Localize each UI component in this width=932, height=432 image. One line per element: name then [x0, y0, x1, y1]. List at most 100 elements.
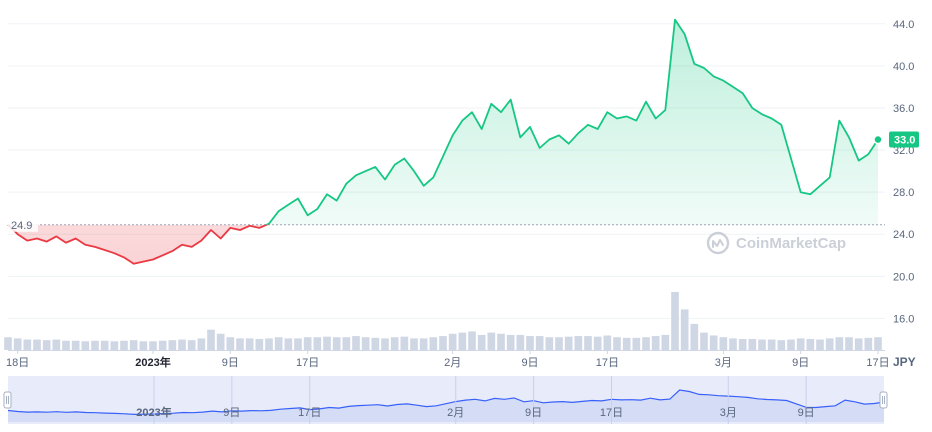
watermark: CoinMarketCap	[706, 231, 846, 255]
price-line-above-baseline	[8, 18, 879, 225]
volume-bar	[323, 336, 331, 350]
y-tick-label: 32.0	[893, 145, 914, 157]
volume-bar	[574, 336, 583, 350]
volume-bar	[864, 337, 873, 350]
volume-bar	[642, 337, 650, 350]
baseline-label: 24.9	[8, 216, 38, 232]
volume-bar	[777, 340, 786, 350]
navigator-tick-label: 9日	[798, 407, 815, 419]
volume-bar	[545, 337, 554, 350]
price-line	[7, 18, 879, 265]
volume-bar	[158, 340, 167, 350]
volume-bar	[313, 337, 322, 350]
volume-bar	[371, 337, 380, 350]
x-tick-label: 2023年	[135, 355, 170, 369]
volume-bar	[168, 340, 177, 350]
volume-bar	[236, 338, 244, 350]
volume-bar	[671, 292, 679, 350]
volume-bar	[468, 331, 476, 350]
volume-bar	[303, 337, 312, 350]
volume-bar	[690, 323, 699, 350]
volume-bar	[555, 337, 563, 350]
x-axis: 18日 2023年 9日 17日 2月 9日 17日 3月 9日 17日	[6, 350, 890, 369]
volume-bar	[197, 338, 206, 350]
volume-bar	[787, 339, 795, 350]
volume-bar	[274, 337, 283, 350]
y-axis: 16.0 20.0 24.0 28.0 32.0 36.0 40.0 44.0	[893, 19, 914, 326]
volume-bar	[265, 338, 273, 350]
navigator-handle-left[interactable]	[3, 391, 12, 409]
baseline-value: 24.9	[11, 220, 32, 232]
x-tick-label: 9日	[521, 357, 538, 369]
navigator-tick-label: 17日	[600, 407, 623, 419]
x-tick-label: 17日	[866, 357, 889, 369]
y-tick-label: 44.0	[893, 19, 914, 31]
volume-bar	[294, 338, 302, 350]
volume-bar	[13, 338, 22, 350]
volume-bar	[390, 337, 399, 350]
volume-bar	[516, 334, 525, 350]
volume-bar	[207, 329, 215, 350]
volume-bar	[796, 338, 805, 350]
volume-bar	[342, 337, 351, 350]
volume-bar	[709, 335, 718, 350]
volume-bar	[4, 337, 12, 350]
volume-bars	[4, 292, 882, 350]
volume-bar	[439, 336, 447, 350]
volume-bar	[477, 334, 486, 350]
volume-bar	[42, 340, 51, 350]
x-tick-label: 3月	[715, 357, 732, 369]
volume-bar	[81, 341, 90, 350]
volume-bar	[487, 332, 496, 350]
volume-bar	[429, 337, 438, 350]
range-navigator[interactable]: 2023年 9日 17日 2月 9日 17日 3月 9日	[3, 376, 888, 424]
volume-bar	[419, 338, 428, 350]
y-tick-label: 36.0	[893, 103, 914, 115]
y-tick-label: 28.0	[893, 187, 914, 199]
navigator-handle-right[interactable]	[879, 391, 888, 409]
volume-bar	[497, 333, 505, 350]
volume-bar	[400, 336, 409, 350]
price-area	[8, 19, 878, 264]
y-tick-label: 20.0	[893, 271, 914, 283]
volume-bar	[506, 334, 515, 350]
volume-bar	[613, 337, 621, 350]
volume-bar	[632, 337, 641, 350]
navigator-tick-label: 2023年	[136, 405, 171, 419]
last-price-marker	[873, 134, 883, 145]
volume-bar	[835, 337, 844, 350]
volume-bar	[680, 309, 689, 350]
y-tick-label: 24.0	[893, 229, 914, 241]
volume-bar	[62, 340, 70, 350]
navigator-area	[8, 390, 884, 422]
volume-bar	[651, 336, 660, 350]
volume-bar	[661, 334, 670, 350]
volume-bar	[139, 341, 148, 350]
volume-bar	[332, 337, 341, 350]
volume-bar	[23, 339, 32, 350]
volume-bar	[91, 340, 99, 350]
volume-bar	[110, 341, 119, 350]
volume-bar	[816, 339, 824, 350]
x-tick-label: 9日	[792, 357, 809, 369]
volume-bar	[33, 339, 41, 350]
price-area-above-baseline	[266, 19, 878, 225]
volume-bar	[216, 333, 225, 350]
volume-bar	[255, 338, 264, 350]
volume-bar	[825, 338, 834, 350]
volume-bar	[758, 339, 766, 350]
x-tick-label: 18日	[6, 357, 29, 369]
volume-bar	[149, 341, 157, 350]
volume-bar	[187, 340, 196, 350]
volume-bar	[526, 336, 534, 350]
volume-bar	[352, 336, 360, 350]
y-tick-label: 40.0	[893, 61, 914, 73]
volume-bar	[603, 335, 612, 350]
volume-bar	[854, 338, 863, 350]
volume-bar	[381, 338, 389, 350]
volume-bar	[767, 339, 776, 350]
volume-bar	[584, 336, 592, 350]
navigator-tick-label: 17日	[298, 407, 321, 419]
volume-bar	[845, 337, 853, 350]
